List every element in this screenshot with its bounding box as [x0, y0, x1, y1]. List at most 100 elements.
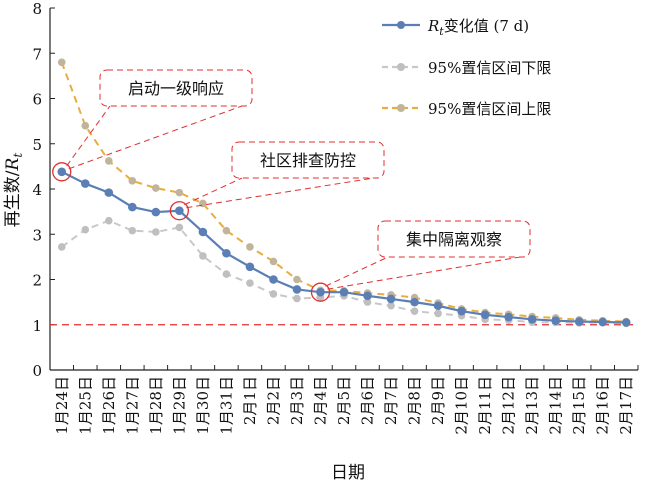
series-point-lower [293, 294, 301, 303]
series-point-rt [527, 315, 537, 324]
series-point-rt [151, 207, 161, 217]
annotation-marker-isolation [310, 282, 331, 302]
annotation-marker-response [52, 162, 72, 182]
series-point-lower [222, 270, 231, 278]
annotation-box-isolation [377, 220, 531, 258]
series-point-upper [222, 226, 231, 235]
series-point-lower [246, 279, 254, 287]
annotation-label-response: 启动一级响应 [128, 79, 224, 98]
legend-label-subscript: t [439, 25, 444, 38]
y-axis-title: 再生数/Rt [3, 153, 25, 228]
x-tick-label: 2月16日 [594, 376, 612, 435]
series-point-lower [269, 290, 278, 298]
x-tick-label: 2月10日 [453, 376, 471, 435]
series-point-upper [128, 177, 137, 185]
x-tick-label: 1月28日 [147, 376, 165, 435]
annotation-box-community [231, 141, 385, 179]
series-point-upper [81, 121, 90, 130]
legend-label-symbol: R [427, 17, 439, 35]
series-point-rt [574, 317, 584, 326]
legend-label-upper: 95%置信区间上限 [428, 100, 551, 118]
series-point-rt [245, 262, 255, 272]
series-point-upper [293, 275, 301, 284]
series-point-lower [105, 216, 113, 225]
y-ticks: 0 1 2 3 4 5 6 7 8 [32, 0, 55, 380]
annotation-leader-isolation [327, 256, 521, 290]
x-tick-label: 2月9日 [429, 376, 447, 425]
series-point-lower [199, 252, 207, 260]
annotation-leader-response [66, 105, 111, 167]
y-tick-label: 6 [32, 91, 42, 109]
x-ticks: 1月24日 1月25日 1月26日 1月27日 1月28日 1月29日 1月30日 1月31日… [49, 365, 639, 435]
series-line-lower [61, 219, 627, 325]
series-point-upper [246, 243, 254, 251]
annotation-box-response [99, 69, 253, 107]
x-tick-label: 2月12日 [500, 376, 518, 435]
y-tick-label: 4 [32, 181, 42, 199]
x-tick-label: 1月24日 [53, 376, 71, 435]
y-tick-label: 1 [32, 317, 42, 335]
x-tick-label: 2月2日 [264, 376, 282, 425]
series-point-rt [621, 318, 631, 327]
annotation-label-community: 社区排查防控 [260, 151, 356, 170]
y-tick-label: 0 [32, 362, 42, 380]
x-tick-label: 2月1日 [241, 376, 259, 425]
x-tick-label: 2月6日 [359, 376, 377, 425]
series-point-rt [480, 310, 490, 320]
series-point-lower [128, 226, 137, 235]
series-point-rt [433, 301, 443, 311]
series-point-rt [363, 291, 372, 301]
x-tick-label: 2月11日 [476, 376, 494, 435]
x-tick-label: 1月31日 [217, 376, 235, 435]
series-point-rt [457, 306, 466, 316]
series-point-rt [128, 202, 137, 212]
legend-label-rest: 变化值 (7 d) [444, 17, 529, 35]
series-point-rt [80, 179, 90, 188]
series-point-lower [81, 225, 90, 234]
series-point-lower [434, 309, 442, 318]
series-point-upper [105, 157, 113, 165]
annotation-leader-response [68, 105, 243, 170]
series-point-lower [152, 228, 160, 236]
x-tick-label: 2月4日 [311, 376, 329, 425]
annotation-marker-community [169, 201, 190, 221]
series-point-rt [386, 294, 396, 304]
series-point-lower [387, 301, 395, 310]
x-tick-label: 2月14日 [547, 376, 565, 435]
series-point-rt [504, 312, 513, 322]
y-axis-title-text: 再生数/ [3, 170, 23, 227]
series-point-upper [57, 58, 66, 67]
x-tick-label: 1月30日 [194, 376, 212, 435]
y-axis-title-symbol: R [3, 157, 23, 171]
x-tick-label: 1月26日 [100, 376, 118, 435]
x-tick-label: 2月13日 [523, 376, 541, 435]
series-point-upper [175, 188, 184, 197]
series-group [57, 58, 631, 328]
x-axis-title: 日期 [331, 463, 365, 483]
series-point-upper [199, 199, 207, 208]
series-point-lower [57, 243, 66, 251]
series-point-rt [175, 206, 184, 216]
y-tick-label: 2 [32, 272, 42, 290]
x-tick-label: 2月7日 [382, 376, 400, 425]
y-tick-label: 3 [32, 226, 42, 244]
legend-swatch-point-upper [397, 104, 405, 112]
x-tick-label: 1月25日 [76, 376, 94, 435]
series-point-rt [598, 317, 608, 327]
legend-label-lower: 95%置信区间下限 [428, 59, 551, 77]
series-point-rt [292, 285, 302, 294]
series-point-lower [175, 223, 184, 232]
series-point-rt [198, 227, 208, 237]
series-point-rt [339, 287, 349, 297]
series-point-upper [269, 257, 278, 266]
series-point-lower [410, 307, 419, 315]
series-point-lower [363, 298, 372, 306]
y-tick-label: 7 [32, 45, 42, 63]
x-tick-label: 2月8日 [406, 376, 424, 425]
x-tick-label: 2月5日 [335, 376, 353, 425]
series-point-upper [152, 184, 160, 192]
annotation-leader-community [186, 177, 375, 209]
series-point-rt [222, 248, 231, 258]
x-tick-label: 2月15日 [570, 376, 588, 435]
